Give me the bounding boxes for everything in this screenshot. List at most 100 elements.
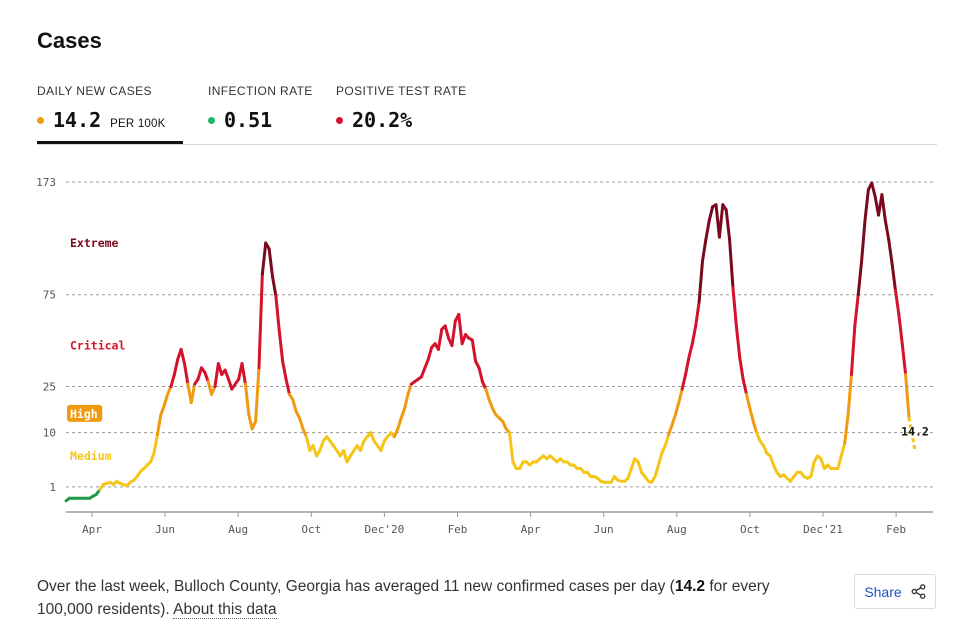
series-segment [257, 272, 264, 370]
series-segment [396, 416, 403, 431]
tab-value: 0.51 [224, 108, 273, 132]
series-segment [436, 327, 444, 351]
series-segment [626, 467, 633, 480]
series-segment [304, 435, 312, 453]
zone-label-layer: Extreme Critical High Medium [67, 236, 125, 463]
series-segment [149, 451, 156, 464]
x-tick-label: Oct [740, 523, 760, 536]
series-segment [839, 441, 847, 458]
series-segment [663, 433, 671, 448]
series-segment [656, 451, 664, 467]
x-tick-label: Aug [228, 523, 248, 536]
series-segment [240, 362, 247, 386]
series-segment [477, 366, 484, 384]
page-title: Cases [37, 28, 102, 53]
series-segment [196, 366, 203, 381]
series-segment [860, 218, 867, 263]
x-tick-label: Jun [155, 523, 175, 536]
tab-positive-test-rate[interactable]: POSITIVE TEST RATE 20.2% [336, 82, 476, 144]
series-segment [883, 218, 891, 241]
series-segment [172, 357, 180, 377]
series-segment [274, 294, 281, 333]
series-segment [423, 357, 430, 370]
series-segment [403, 392, 410, 411]
series-segment [443, 324, 451, 340]
y-tick-label: 1 [49, 481, 56, 494]
grid-layer: 1 10 25 75 173 [36, 176, 933, 513]
series-segment [155, 413, 163, 437]
series-segment [687, 342, 694, 359]
x-tick-label: Aug [667, 523, 687, 536]
series-segment [243, 382, 251, 417]
series-segment [890, 262, 897, 292]
series-segment [819, 457, 826, 471]
zone-label-extreme: Extreme [70, 236, 119, 250]
series-segment [846, 373, 853, 417]
series-segment [277, 329, 285, 363]
series-segment [863, 188, 870, 222]
series-segment [768, 454, 776, 467]
series-segment [673, 401, 681, 417]
series-segment [629, 457, 637, 471]
series-segment [667, 423, 674, 437]
x-tick-label: Feb [886, 523, 906, 536]
y-tick-label: 75 [43, 289, 56, 302]
y-tick-label: 25 [43, 381, 56, 394]
series-segment [636, 460, 644, 474]
share-button[interactable]: Share [854, 574, 936, 609]
current-value-label: 14.2 [901, 424, 929, 438]
series-segment [189, 382, 197, 405]
zone-label-critical: Critical [70, 339, 125, 353]
series-segment [213, 362, 220, 389]
series-segment [717, 203, 725, 239]
summary-text-after: for every 100,000 residents). [37, 578, 770, 618]
series-segment [707, 205, 715, 222]
metric-tabs: DAILY NEW CASES 14.2 PER 100K INFECTION … [37, 82, 937, 145]
y-tick-label: 173 [36, 176, 56, 189]
series-segment [670, 413, 677, 427]
series-segment [704, 218, 711, 241]
series-segment [870, 181, 877, 199]
series-segment [162, 392, 170, 408]
summary-bold-value: 14.2 [674, 578, 706, 595]
series-segment [369, 431, 376, 443]
x-axis-layer: Apr Jun Aug Oct Dec'20 Feb Apr Jun Aug Oct Dec'21 F… [82, 512, 906, 536]
series-segment [267, 247, 275, 279]
tab-value: 20.2% [352, 108, 413, 132]
series-segment [731, 286, 738, 328]
series-segment [897, 312, 904, 346]
series-segment [508, 431, 515, 464]
summary-text-before: Over the last week, Bulloch County, Geor… [37, 578, 675, 595]
about-data-link[interactable]: About this data [173, 601, 277, 619]
series-dot-icon [37, 117, 44, 124]
series-segment [182, 362, 190, 386]
tab-unit: PER 100K [110, 118, 166, 130]
series-segment [880, 193, 887, 222]
tab-daily-new-cases[interactable]: DAILY NEW CASES 14.2 PER 100K [37, 82, 183, 144]
series-segment [169, 373, 176, 389]
series-segment [216, 362, 224, 377]
series-segment [291, 398, 298, 414]
series-segment [887, 237, 894, 266]
series-segment [406, 382, 413, 396]
series-segment [254, 366, 261, 424]
x-tick-label: Jun [594, 523, 614, 536]
series-segment [694, 300, 701, 328]
zone-label-high: High [70, 407, 98, 421]
series-segment [359, 439, 366, 453]
series-segment [470, 338, 478, 363]
tab-label: INFECTION RATE [208, 84, 313, 98]
x-tick-label: Oct [301, 523, 321, 536]
series-segment [690, 324, 698, 346]
tab-label: DAILY NEW CASES [37, 84, 152, 98]
series-segment [853, 293, 860, 328]
series-segment [152, 433, 159, 455]
series-dot-icon [208, 117, 215, 124]
series-segment [748, 407, 755, 424]
series-segment [728, 237, 735, 290]
series-segment [399, 407, 407, 420]
x-tick-label: Dec'21 [803, 523, 843, 536]
tab-infection-rate[interactable]: INFECTION RATE 0.51 [208, 82, 318, 144]
projected-segment [907, 417, 917, 451]
series-segment [426, 345, 434, 361]
